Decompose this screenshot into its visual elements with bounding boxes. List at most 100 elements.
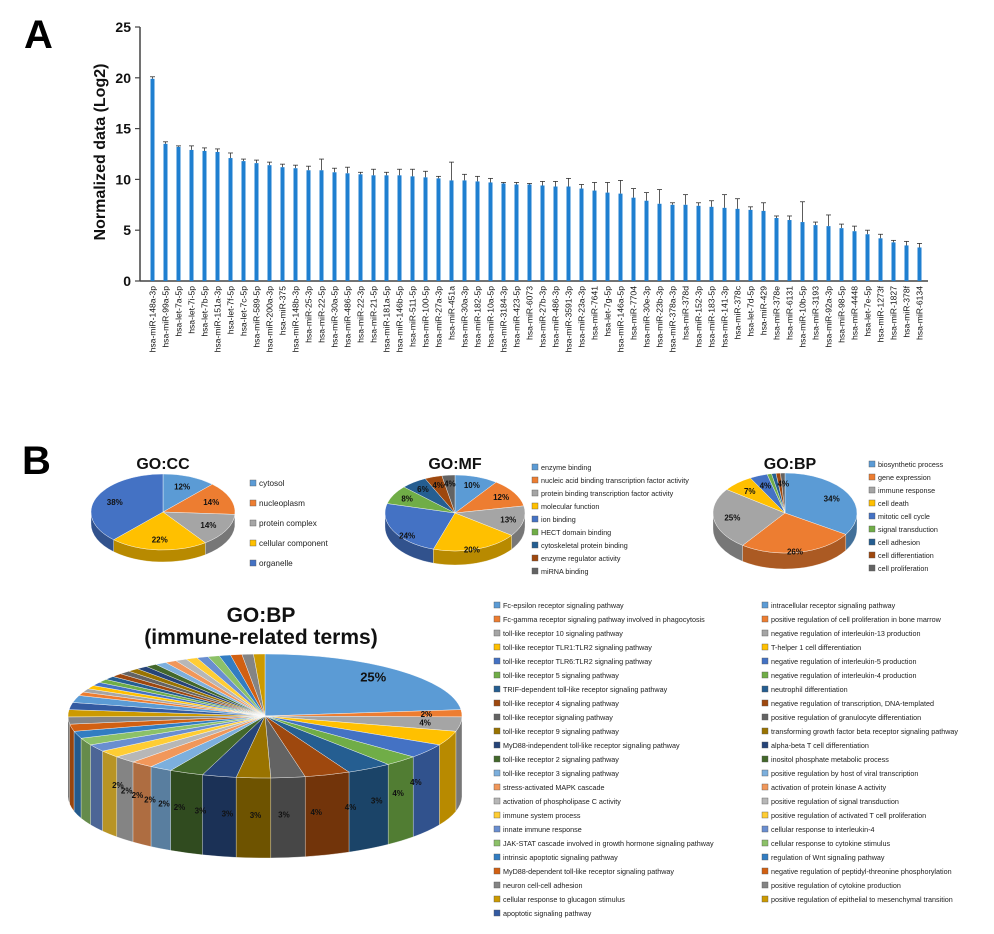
pie-slice-cellular component bbox=[113, 511, 206, 551]
y-axis-label: Normalized data (Log2) bbox=[92, 64, 109, 241]
legend-swatch bbox=[493, 867, 501, 875]
category-label: hsa-miR-22-5p bbox=[317, 286, 327, 343]
category-label: hsa-miR-92a-3p bbox=[824, 286, 834, 348]
bar-hsa-miR-148a-3p bbox=[150, 78, 155, 281]
legend-swatch bbox=[493, 685, 501, 693]
legend-entry: toll-like receptor 5 signaling pathway bbox=[503, 671, 619, 680]
bar-hsa-miR-21-5p bbox=[371, 175, 376, 281]
legend-swatch bbox=[531, 463, 539, 471]
legend-swatch bbox=[493, 643, 501, 651]
legend-swatch bbox=[868, 486, 876, 494]
bar-hsa-miR-10b-5p bbox=[800, 222, 805, 281]
bar-marks bbox=[150, 76, 922, 281]
legend-swatch bbox=[493, 741, 501, 749]
legend-entry: MyD88-independent toll-like receptor sig… bbox=[503, 741, 680, 750]
pie-title-cc: GO:CC bbox=[136, 456, 190, 473]
legend-entry: activation of protein kinase A activity bbox=[771, 783, 886, 792]
bar-hsa-miR-6073 bbox=[527, 184, 532, 281]
bar-hsa-miR-152-3p bbox=[696, 205, 701, 281]
pie-slice-Fc-epsilon receptor signaling pathway bbox=[264, 653, 462, 717]
legend-entry: T-helper 1 cell differentiation bbox=[771, 643, 861, 652]
legend-entry: inositol phosphate metabolic process bbox=[771, 755, 889, 764]
legend-swatch bbox=[761, 853, 769, 861]
legend-entry: toll-like receptor 2 signaling pathway bbox=[503, 755, 619, 764]
legend-entry: MyD88-dependent toll-like receptor signa… bbox=[503, 867, 674, 876]
bar-hsa-miR-589-5p bbox=[254, 163, 259, 281]
pie-slice-miRNA binding bbox=[441, 474, 456, 514]
pie-pct-label: 3% bbox=[222, 809, 234, 818]
bar-hsa-miR-7704 bbox=[631, 197, 636, 281]
category-label: hsa-miR-23b-3p bbox=[655, 286, 665, 348]
bar-hsa-let-7b-5p bbox=[202, 150, 207, 281]
legend-swatch bbox=[761, 825, 769, 833]
legend-entry: enzyme regulator activity bbox=[541, 554, 621, 563]
legend-swatch bbox=[761, 797, 769, 805]
pie-slice-organelle bbox=[90, 473, 164, 540]
pie-side-activation of phospholipase C activity bbox=[116, 756, 134, 843]
category-label: hsa-miR-6131 bbox=[785, 286, 795, 340]
legend-swatch bbox=[249, 559, 257, 567]
legend-entry: immune response bbox=[878, 486, 935, 495]
legend-swatch bbox=[493, 601, 501, 609]
legend-entry: toll-like receptor TLR1:TLR2 signaling p… bbox=[503, 643, 652, 652]
pie-side-JAK-STAT cascade involved in growth hormone signaling pathway bbox=[80, 737, 91, 826]
legend-swatch bbox=[493, 671, 501, 679]
legend-swatch bbox=[249, 479, 257, 487]
pie-slice-immune response bbox=[712, 489, 786, 546]
legend-swatch bbox=[493, 839, 501, 847]
bar-hsa-miR-30e-3p bbox=[644, 200, 649, 281]
bar-hsa-let-7d-5p bbox=[748, 209, 753, 281]
pie-pct-label: 2% bbox=[158, 800, 170, 809]
legend-entry: ion binding bbox=[541, 515, 576, 524]
bar-hsa-miR-375 bbox=[280, 167, 285, 281]
category-label: hsa-let-7f-5p bbox=[226, 286, 236, 334]
legend-entry: toll-like receptor TLR6:TLR2 signaling p… bbox=[503, 657, 652, 666]
y-tick-label: 10 bbox=[115, 171, 131, 187]
pie-slice-biosynthetic process bbox=[784, 472, 858, 535]
legend-swatch bbox=[493, 895, 501, 903]
legend-swatch bbox=[493, 699, 501, 707]
category-label: hsa-miR-6073 bbox=[525, 286, 535, 340]
pie-pct-label: 2% bbox=[132, 791, 144, 800]
bar-hsa-miR-23b-3p bbox=[657, 203, 662, 281]
bar-hsa-miR-146a-5p bbox=[618, 193, 623, 281]
bar-hsa-miR-423-5p bbox=[514, 184, 519, 281]
category-label: hsa-miR-10a-5p bbox=[486, 286, 496, 348]
legend-swatch bbox=[868, 564, 876, 572]
legend-swatch bbox=[493, 755, 501, 763]
pie-pct-label: 34% bbox=[824, 495, 840, 504]
category-label: hsa-miR-141-3p bbox=[720, 286, 730, 348]
legend-entry: negative regulation of transcription, DN… bbox=[771, 699, 934, 708]
pie-pct-label: 3% bbox=[371, 797, 383, 806]
category-label: hsa-miR-152-3p bbox=[694, 286, 704, 348]
legend-entry: alpha-beta T cell differentiation bbox=[771, 741, 869, 750]
pie-pct-label: 2% bbox=[421, 710, 433, 719]
bar-hsa-miR-27a-3p bbox=[436, 178, 441, 281]
legend-swatch bbox=[761, 629, 769, 637]
pie-go-mf: GO:MF 10%12%13%20%24%8%6% 4% 4% enzyme bin… bbox=[384, 456, 689, 576]
bar-hsa-let-7a-5p bbox=[176, 146, 181, 281]
category-label: hsa-let-7b-5p bbox=[200, 286, 210, 337]
legend-entry: cellular response to glucagon stimulus bbox=[503, 895, 625, 904]
legend-entry: HECT domain binding bbox=[541, 528, 611, 537]
bar-hsa-miR-151a-3p bbox=[215, 151, 220, 281]
pie-pct-label: 3% bbox=[250, 811, 262, 820]
pie-slice-nucleoplasm bbox=[162, 484, 236, 515]
y-tick-label: 25 bbox=[115, 19, 131, 35]
pie-pct-label: 10% bbox=[464, 481, 480, 490]
legend-swatch bbox=[493, 881, 501, 889]
legend-entry: nucleoplasm bbox=[259, 499, 305, 508]
bar-hsa-let-7i-5p bbox=[189, 149, 194, 281]
legend-entry: activation of phospholipase C activity bbox=[503, 797, 621, 806]
pie-pct-label: 4% bbox=[760, 481, 772, 490]
bar-hsa-miR-6134 bbox=[917, 247, 922, 281]
legend-swatch bbox=[761, 657, 769, 665]
category-label: hsa-miR-375 bbox=[278, 286, 288, 335]
pie-title-bp: GO:BP bbox=[764, 456, 817, 473]
category-label: hsa-miR-423-5p bbox=[512, 286, 522, 348]
bar-hsa-miR-429 bbox=[761, 210, 766, 281]
legend-swatch bbox=[761, 601, 769, 609]
legend-swatch bbox=[761, 811, 769, 819]
legend-entry: miRNA binding bbox=[541, 567, 589, 576]
legend-swatch bbox=[868, 538, 876, 546]
